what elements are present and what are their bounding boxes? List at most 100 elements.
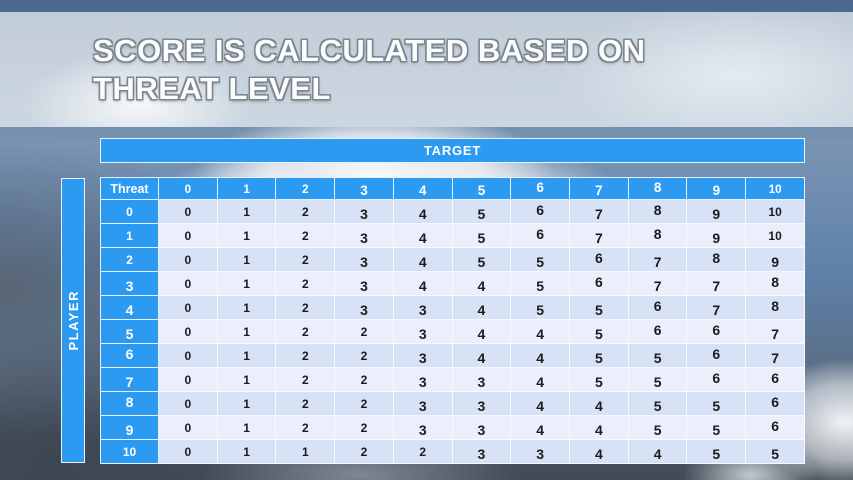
score-cell: 4 [451,271,512,296]
score-cell: 6 [745,391,805,416]
player-row-header: 2 [100,247,159,272]
score-cell: 7 [686,271,747,296]
score-cell: 0 [158,247,218,272]
target-label: TARGET [423,143,482,158]
player-label: PLAYER [65,290,81,351]
score-cell: 10 [745,199,805,224]
score-cell: 3 [510,439,571,464]
score-cell: 4 [451,319,512,344]
target-col-header: 10 [745,177,805,200]
score-cell: 1 [216,223,277,248]
player-row-header: 6 [100,343,159,368]
score-cell: 5 [686,391,747,416]
score-cell: 2 [275,295,336,320]
score-cell: 3 [392,391,453,416]
target-col-header: 0 [158,177,218,200]
player-axis-header: PLAYER [61,178,85,463]
score-cell: 2 [275,343,336,368]
score-cell: 2 [334,319,394,344]
score-cell: 1 [216,367,277,392]
score-cell: 5 [686,439,747,464]
score-cell: 4 [627,439,688,464]
score-cell: 6 [686,343,747,368]
score-cell: 8 [627,199,688,224]
score-cell: 0 [158,439,218,464]
score-cell: 2 [275,223,336,248]
score-cell: 4 [569,391,629,416]
table-row: 0 0 1 2 3 4 5 6 7 8 9 10 [100,199,805,224]
target-col-header: 3 [334,177,394,200]
target-col-header: 7 [569,177,629,200]
score-cell: 4 [569,439,629,464]
score-cell: 6 [510,199,571,224]
score-cell: 3 [392,415,453,440]
score-cell: 0 [158,223,218,248]
player-row-header: 4 [100,295,159,320]
score-cell: 5 [569,295,629,320]
score-cell: 2 [275,199,336,224]
score-cell: 4 [510,343,571,368]
title-line-2: THREAT LEVEL [93,71,331,106]
player-row-header: 1 [100,223,159,248]
score-cell: 3 [392,295,453,320]
score-cell: 6 [745,367,805,392]
score-cell: 5 [686,415,747,440]
score-cell: 2 [275,391,336,416]
score-cell: 8 [686,247,747,272]
score-cell: 2 [392,439,453,464]
score-cell: 2 [275,415,336,440]
score-cell: 7 [569,223,629,248]
score-cell: 5 [510,271,571,296]
score-cell: 2 [334,367,394,392]
score-cell: 4 [392,223,453,248]
score-cell: 7 [627,271,688,296]
score-cell: 1 [216,343,277,368]
score-cell: 5 [745,439,805,464]
score-cell: 0 [158,391,218,416]
score-cell: 4 [392,199,453,224]
score-cell: 9 [745,247,805,272]
table-row: 10 0 1 1 2 2 3 3 4 4 5 5 [100,439,805,464]
score-cell: 5 [451,247,512,272]
score-cell: 7 [627,247,688,272]
score-cell: 4 [510,319,571,344]
score-cell: 0 [158,367,218,392]
player-row-header: 0 [100,199,159,224]
score-cell: 3 [392,319,453,344]
target-col-header: 2 [275,177,336,200]
score-cell: 5 [569,367,629,392]
score-cell: 4 [392,247,453,272]
player-row-header: 10 [100,439,159,464]
player-row-header: 7 [100,367,159,392]
score-cell: 4 [510,391,571,416]
target-axis-header: TARGET [100,138,805,163]
score-cell: 2 [334,343,394,368]
score-cell: 5 [569,343,629,368]
score-cell: 2 [275,247,336,272]
score-cell: 1 [216,247,277,272]
score-cell: 0 [158,319,218,344]
score-cell: 3 [451,439,512,464]
score-cell: 0 [158,415,218,440]
score-cell: 8 [745,271,805,296]
score-cell: 3 [392,367,453,392]
score-cell: 7 [745,319,805,344]
title-line-1: SCORE IS CALCULATED BASED ON [93,33,646,68]
score-matrix-table: Threat 0 1 2 3 4 5 6 7 8 9 10 0 0 1 2 3 4 5 6 7 8 9 10 1 0 1 2 3 4 5 6… [100,177,805,464]
score-cell: 1 [216,295,277,320]
score-cell: 1 [275,439,336,464]
player-row-header: 3 [100,271,159,296]
score-cell: 3 [334,295,394,320]
score-cell: 8 [745,295,805,320]
target-col-header: 1 [216,177,277,200]
player-row-header: 8 [100,391,159,416]
score-cell: 5 [627,391,688,416]
target-col-header: 5 [451,177,512,200]
score-cell: 2 [275,319,336,344]
target-col-header: 6 [510,177,571,200]
